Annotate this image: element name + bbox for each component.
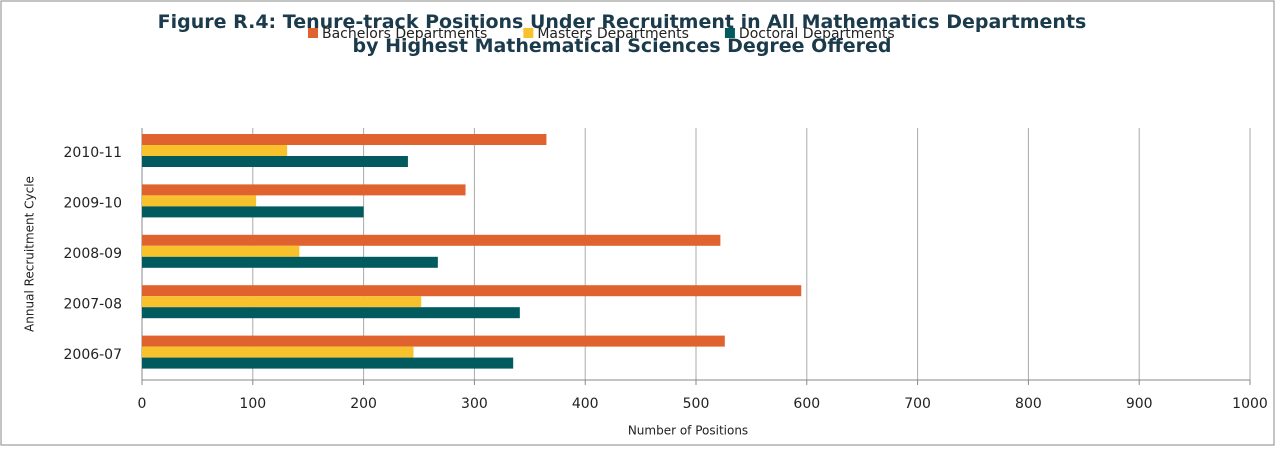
y-tick-label: 2006-07	[64, 347, 123, 363]
bar	[142, 285, 802, 297]
bar	[142, 234, 721, 246]
x-tick-label: 600	[793, 396, 820, 412]
bar	[142, 346, 414, 358]
x-tick-label: 900	[1126, 396, 1153, 412]
y-tick-label: 2010-11	[64, 145, 123, 161]
bar	[142, 184, 466, 196]
bar	[142, 245, 300, 257]
x-tick-label: 400	[572, 396, 599, 412]
y-tick-label: 2008-09	[64, 246, 123, 262]
legend-label: Doctoral Departments	[739, 26, 895, 42]
x-tick-label: 300	[461, 396, 488, 412]
bar	[142, 195, 257, 207]
chart-title: Figure R.4: Tenure-track Positions Under…	[158, 11, 1087, 57]
bar	[142, 145, 288, 156]
x-tick-label: 200	[350, 396, 377, 412]
x-axis-title: Number of Positions	[628, 424, 748, 438]
x-tick-label: 500	[683, 396, 710, 412]
y-tick-label: 2009-10	[64, 196, 123, 212]
x-tick-label: 100	[239, 396, 266, 412]
legend-label: Bachelors Departments	[322, 26, 487, 42]
bar	[142, 307, 520, 319]
x-tick-label: 1000	[1232, 396, 1268, 412]
x-tick-label: 800	[1015, 396, 1042, 412]
bar	[142, 335, 725, 347]
bar	[142, 357, 514, 369]
legend-swatch	[724, 28, 735, 38]
x-tick-label: 700	[904, 396, 931, 412]
legend-swatch	[308, 28, 318, 38]
y-axis-title: Annual Recruitment Cycle	[23, 176, 37, 332]
legend-label: Masters Departments	[537, 26, 689, 42]
bar	[142, 256, 438, 268]
x-tick-label: 0	[138, 396, 147, 412]
y-tick-label: 2007-08	[64, 296, 123, 312]
bar	[142, 206, 364, 218]
bar	[142, 134, 547, 145]
bar	[142, 156, 408, 167]
bar	[142, 296, 422, 308]
legend-swatch	[523, 28, 534, 38]
